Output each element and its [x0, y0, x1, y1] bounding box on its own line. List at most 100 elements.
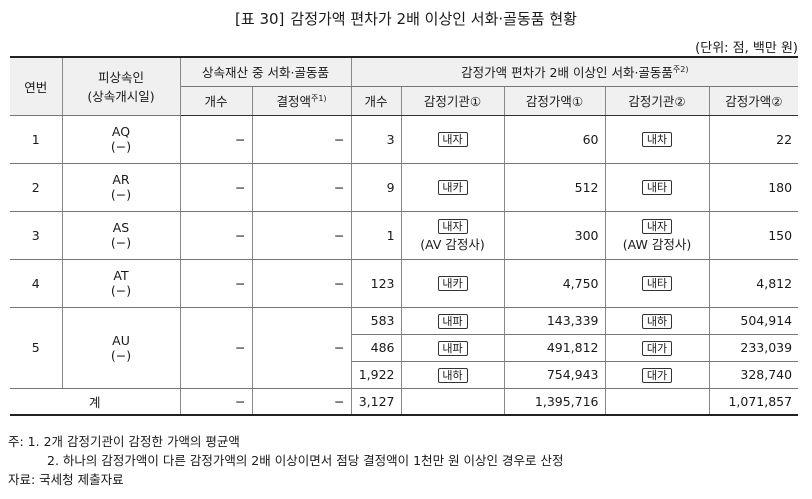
cell-count-b: 1 — [350, 210, 402, 260]
header-group-b-note: 주2) — [672, 65, 689, 75]
table-number: [표 30] — [235, 10, 285, 28]
cell-decedent: AS (−) — [61, 210, 181, 260]
cell-decided: − — [251, 210, 352, 260]
cell-value1: 300 — [503, 210, 606, 260]
decedent-date: (−) — [110, 139, 132, 154]
total-value1: 1,395,716 — [503, 387, 606, 416]
decedent-name: AU — [112, 332, 130, 348]
cell-value1: 512 — [503, 162, 606, 212]
header-year: 연번 — [10, 56, 63, 116]
cell-count-b: 486 — [351, 333, 402, 362]
cell-agency1: 내하 — [400, 360, 505, 389]
cell-agency2: 대가 — [604, 333, 710, 362]
cell-value2: 180 — [708, 162, 799, 212]
header-decided-note: 주1) — [310, 93, 327, 103]
cell-agency1-sub: (AV 감정사) — [420, 236, 485, 252]
cell-agency2: 내타 — [604, 258, 710, 308]
cell-count-b: 1,922 — [351, 360, 402, 389]
header-agency2: 감정기관② — [604, 85, 710, 116]
cell-agency1: 내파 — [400, 333, 505, 362]
unit-label: (단위: 점, 백만 원) — [695, 41, 798, 56]
cell-value1: 754,943 — [503, 360, 606, 389]
cell-count: − — [179, 210, 253, 260]
table-row: 1 AQ (−) − −3 내자 60 내차 22 — [10, 114, 799, 164]
cell-decided: − — [251, 114, 352, 164]
decedent-date: (−) — [110, 283, 132, 298]
cell-agency1-tag: 내하 — [437, 367, 468, 383]
cell-count-b: 9 — [350, 162, 402, 212]
total-row: 계 − −3,127 1,395,716 1,071,857 — [10, 387, 799, 416]
cell-no: 4 — [10, 258, 63, 308]
decedent-name: AQ — [111, 124, 131, 139]
cell-agency1-tag: 내파 — [437, 313, 468, 329]
cell-count-b: 3 — [350, 114, 402, 164]
footnote-1: 주: 1. 2개 감정기관이 감정한 가액의 평균액 — [8, 434, 240, 449]
cell-value1: 60 — [503, 114, 606, 164]
table-row: 2 AR (−) − −9 내카 512 내타 180 — [10, 162, 799, 212]
table-title-text: 감정가액 편차가 2배 이상인 서화·골동품 현황 — [290, 10, 577, 28]
cell-agency1: 내파 — [400, 306, 505, 335]
cell-agency2-tag: 대가 — [642, 367, 673, 383]
decedent-name: AS — [112, 220, 130, 235]
cell-agency2-tag: 내하 — [642, 313, 673, 329]
cell-decided: − — [251, 258, 352, 308]
cell-agency1-tag: 내카 — [437, 276, 468, 291]
cell-no: 3 — [10, 210, 63, 260]
cell-agency1: 내카 — [400, 258, 505, 308]
decedent-date: (−) — [110, 235, 132, 250]
cell-agency1: 내카 — [400, 162, 505, 212]
cell-no: 5 — [10, 306, 63, 389]
cell-value1: 491,812 — [503, 333, 606, 362]
table-row: 4 AT (−) − −123 내카 4,750 내타 4,812 — [10, 258, 799, 308]
cell-count-b: 123 — [350, 258, 402, 308]
cell-agency2: 내차 — [604, 114, 710, 164]
cell-decided: − — [251, 306, 352, 389]
footnote-2: 2. 하나의 감정가액이 다른 감정가액의 2배 이상이면서 점당 결정액이 1… — [47, 453, 564, 468]
header-decedent-label: 피상속인 — [97, 70, 144, 86]
header-group-b-label: 감정가액 편차가 2배 이상인 서화·골동품 — [461, 65, 673, 81]
total-decided: − — [251, 387, 352, 416]
table-row: 5 AU (−) − −583 내파 143,339 내하 504,914 — [10, 306, 799, 389]
total-label: 계 — [10, 387, 181, 416]
table-row: 3 AS (−) − −1 내자 (AV 감정사) 300 내자 (AW 감정사) 150 — [10, 210, 799, 260]
cell-value2: 328,740 — [708, 360, 799, 389]
cell-agency2-tag: 내차 — [642, 132, 673, 147]
header-value2: 감정가액② — [708, 85, 799, 116]
decedent-name: AR — [112, 172, 130, 187]
cell-count-b: 583 — [350, 306, 402, 335]
table-row: 1,922 내하 754,943 대가 328,740 — [10, 360, 799, 389]
cell-value2: 504,914 — [708, 306, 799, 335]
cell-count: − — [179, 114, 253, 164]
cell-decedent: AU (−) — [61, 306, 181, 389]
source-note: 자료: 국세청 제출자료 — [8, 472, 124, 487]
cell-no: 2 — [10, 162, 63, 212]
cell-value1: 143,339 — [503, 306, 606, 335]
cell-agency1: 내자 (AV 감정사) — [400, 210, 505, 260]
cell-agency2: 내하 — [604, 306, 710, 335]
cell-decedent: AR (−) — [61, 162, 181, 212]
header-decided: 결정액주1) — [251, 85, 352, 116]
cell-value2: 150 — [708, 210, 799, 260]
cell-agency1-tag: 내카 — [437, 180, 468, 195]
decedent-date: (−) — [110, 187, 132, 202]
cell-count: − — [179, 258, 253, 308]
header-agency1: 감정기관① — [400, 85, 505, 116]
cell-value2: 4,812 — [708, 258, 799, 308]
cell-decedent: AT (−) — [61, 258, 181, 308]
total-agency1 — [400, 387, 505, 416]
total-count-b: 3,127 — [350, 387, 402, 416]
cell-value2: 22 — [708, 114, 799, 164]
header-count-b: 개수 — [350, 85, 402, 116]
total-count: − — [179, 387, 253, 416]
cell-agency1: 내자 — [400, 114, 505, 164]
cell-agency2: 내자 (AW 감정사) — [604, 210, 710, 260]
cell-count: − — [179, 306, 253, 389]
cell-agency2-tag: 내타 — [642, 180, 673, 195]
data-table: 연번 피상속인 (상속개시일) 상속재산 중 서화·골동품 감정가액 편차가 2… — [10, 56, 799, 416]
cell-agency1-tag: 내자 — [437, 218, 468, 234]
cell-agency2-tag: 대가 — [642, 340, 673, 356]
total-value2: 1,071,857 — [708, 387, 799, 416]
cell-agency2-tag: 내타 — [642, 276, 673, 291]
cell-agency2-tag: 내자 — [642, 218, 673, 234]
cell-count: − — [179, 162, 253, 212]
